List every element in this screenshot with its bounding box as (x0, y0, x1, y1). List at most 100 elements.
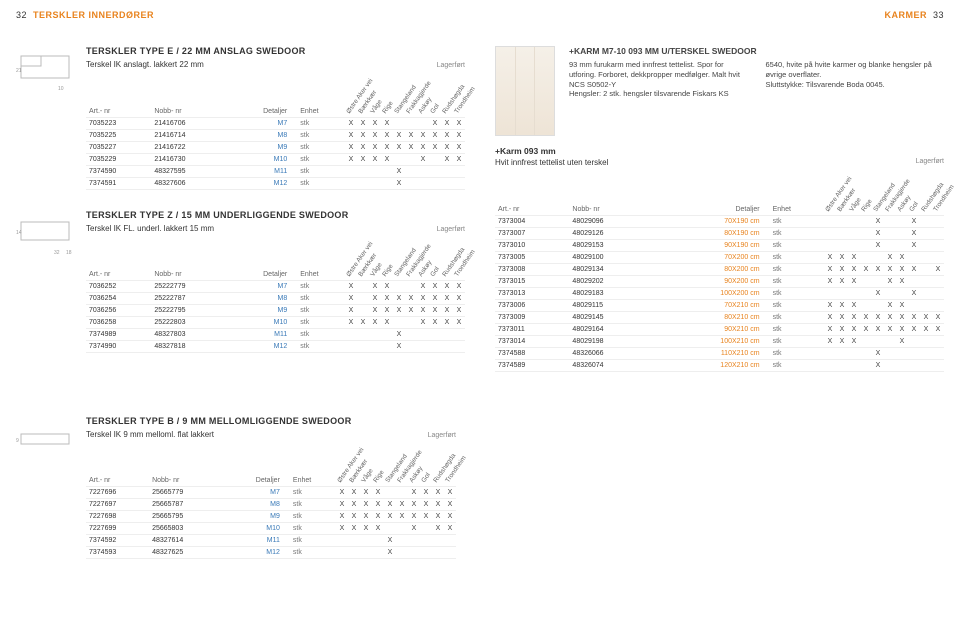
detail-link[interactable]: 80X210 cm (724, 314, 759, 321)
table-row: 737458848326066110X210 cmstkX (495, 347, 944, 359)
table-row: 722769825665795M9stkXXXXXXXXXX (86, 511, 456, 523)
detail-link[interactable]: 100X200 cm (720, 290, 759, 297)
detail-link[interactable]: M11 (274, 168, 287, 175)
section-karm: +Karm 093 mm Hvit innfrest tettelist ute… (495, 146, 944, 372)
table-row: 703625225222779M7stkXXXXXXX (86, 281, 465, 293)
detail-link[interactable]: M11 (274, 331, 287, 338)
table-row: 737499048327818M12stkX (86, 341, 465, 353)
table-row: 737301348029183100X200 cmstkXX (495, 287, 944, 299)
table-row: 73730084802913480X200 cmstkXXXXXXXXX (495, 263, 944, 275)
detail-link[interactable]: 110X210 cm (721, 350, 760, 357)
table-row: 73730154802920290X200 cmstkXXXXX (495, 275, 944, 287)
page-num-right: 33 (933, 10, 944, 20)
detail-link[interactable]: M8 (278, 295, 288, 302)
detail-link[interactable]: M12 (274, 180, 288, 187)
table-row: 703625425222787M8stkXXXXXXXXX (86, 293, 465, 305)
page-num-left: 32 (16, 10, 27, 20)
detail-link[interactable]: 80X190 cm (724, 230, 759, 237)
detail-link[interactable]: 80X200 cm (724, 266, 759, 273)
svg-text:14: 14 (16, 230, 22, 236)
karm-table-title: +Karm 093 mm (495, 146, 944, 156)
diagram-type-z: 14 32 18 (16, 210, 76, 260)
section-type-b: 9 TERSKLER TYPE B / 9 MM MELLOMLIGGENDE … (16, 416, 456, 560)
detail-link[interactable]: 90X200 cm (724, 278, 759, 285)
table-row: 737459248327614M11stkX (86, 535, 456, 547)
table-row: 73730074802912680X190 cmstkXX (495, 227, 944, 239)
header-right: KARMER (884, 10, 927, 20)
detail-link[interactable]: 70X190 cm (724, 218, 759, 225)
table-row: 722769625665779M7stkXXXXXXXX (86, 487, 456, 499)
detail-link[interactable]: M9 (270, 513, 280, 520)
diagram-type-e: 21 10 (16, 46, 76, 96)
detail-link[interactable]: M11 (267, 537, 280, 544)
detail-link[interactable]: M9 (278, 307, 288, 314)
table-row: 722769925665803M10stkXXXXXXX (86, 523, 456, 535)
detail-link[interactable]: 90X210 cm (724, 326, 759, 333)
subtitle-type-z: Terskel IK FL. underl. lakkert 15 mm (86, 224, 214, 233)
table-row: 737301448029198100X210 cmstkXXXX (495, 335, 944, 347)
karm-desc-right: 6540, hvite på hvite karmer og blanke he… (766, 60, 945, 99)
karm-desc-left: 93 mm furukarm med innfrest tettelist. S… (569, 60, 748, 99)
detail-link[interactable]: M7 (278, 283, 288, 290)
table-row: 73730044802909670X190 cmstkXX (495, 215, 944, 227)
detail-link[interactable]: M10 (274, 319, 288, 326)
diagram-type-b: 9 (16, 416, 76, 466)
table-row: 737498948327803M11stkX (86, 329, 465, 341)
table-row: 703625625222795M9stkXXXXXXXXX (86, 305, 465, 317)
table-karm: Art.- nrNobb- nrDetaljerEnhetØstre Aker … (495, 173, 944, 372)
title-type-z: TERSKLER TYPE Z / 15 MM UNDERLIGGENDE SW… (86, 210, 465, 220)
karm-title: +KARM M7-10 093 MM U/TERSKEL SWEDOOR (569, 46, 944, 57)
door-image (495, 46, 555, 136)
section-type-z: 14 32 18 TERSKLER TYPE Z / 15 MM UNDERLIGG… (16, 210, 465, 354)
table-row: 73730094802914580X210 cmstkXXXXXXXXXX (495, 311, 944, 323)
title-type-b: TERSKLER TYPE B / 9 MM MELLOMLIGGENDE SW… (86, 416, 456, 426)
svg-text:32: 32 (54, 250, 60, 256)
table-type-b: Art.- nrNobb- nrDetaljerEnhetØstre Aker … (86, 445, 456, 560)
subtitle-type-e: Terskel IK anslagt. lakkert 22 mm (86, 60, 204, 69)
detail-link[interactable]: M9 (278, 144, 288, 151)
table-row: 73730114802916490X210 cmstkXXXXXXXXXX (495, 323, 944, 335)
table-row: 722769725665787M8stkXXXXXXXXXX (86, 499, 456, 511)
detail-link[interactable]: M7 (270, 489, 280, 496)
table-row: 703522321416706M7stkXXXXXXX (86, 117, 465, 129)
table-row: 73730104802915390X190 cmstkXX (495, 239, 944, 251)
table-row: 703522521416714M8stkXXXXXXXXXX (86, 129, 465, 141)
karm-description: +KARM M7-10 093 MM U/TERSKEL SWEDOOR 93 … (495, 46, 944, 136)
table-row: 703625825222803M10stkXXXXXXXX (86, 317, 465, 329)
table-row: 703522721416722M9stkXXXXXXXXXX (86, 141, 465, 153)
header-left: TERSKLER INNERDØRER (33, 10, 154, 20)
detail-link[interactable]: M8 (270, 501, 280, 508)
table-row: 73730054802910070X200 cmstkXXXXX (495, 251, 944, 263)
detail-link[interactable]: M8 (278, 132, 288, 139)
detail-link[interactable]: M7 (278, 120, 288, 127)
table-row: 737459148327606M12stkX (86, 177, 465, 189)
table-type-z: Art.- nrNobb- nrDetaljerEnhetØstre Aker … (86, 239, 465, 354)
detail-link[interactable]: M10 (274, 156, 288, 163)
lager-label: Lagerført (916, 158, 944, 167)
lager-label: Lagerført (437, 226, 465, 233)
svg-text:21: 21 (16, 68, 22, 74)
subtitle-type-b: Terskel IK 9 mm melloml. flat lakkert (86, 430, 214, 439)
table-row: 737459348327625M12stkX (86, 547, 456, 559)
table-type-e: Art.- nrNobb- nrDetaljerEnhetØstre Aker … (86, 75, 465, 190)
lager-label: Lagerført (428, 432, 456, 439)
table-row: 737459048327595M11stkX (86, 165, 465, 177)
svg-text:9: 9 (16, 438, 19, 444)
section-type-e: 21 10 TERSKLER TYPE E / 22 MM ANSLAG SWED… (16, 46, 465, 190)
svg-text:10: 10 (58, 86, 64, 92)
svg-text:18: 18 (66, 250, 72, 256)
karm-table-subtitle: Hvit innfrest tettelist uten terskel (495, 158, 608, 167)
detail-link[interactable]: M10 (266, 525, 280, 532)
lager-label: Lagerført (437, 62, 465, 69)
detail-link[interactable]: 120X210 cm (720, 362, 759, 369)
detail-link[interactable]: 70X210 cm (724, 302, 759, 309)
detail-link[interactable]: M12 (266, 549, 280, 556)
detail-link[interactable]: M12 (274, 343, 288, 350)
detail-link[interactable]: 100X210 cm (720, 338, 759, 345)
detail-link[interactable]: 90X190 cm (724, 242, 759, 249)
table-row: 737458948326074120X210 cmstkX (495, 359, 944, 371)
detail-link[interactable]: 70X200 cm (724, 254, 759, 261)
table-row: 703522921416730M10stkXXXXXXX (86, 153, 465, 165)
table-row: 73730064802911570X210 cmstkXXXXX (495, 299, 944, 311)
title-type-e: TERSKLER TYPE E / 22 MM ANSLAG SWEDOOR (86, 46, 465, 56)
